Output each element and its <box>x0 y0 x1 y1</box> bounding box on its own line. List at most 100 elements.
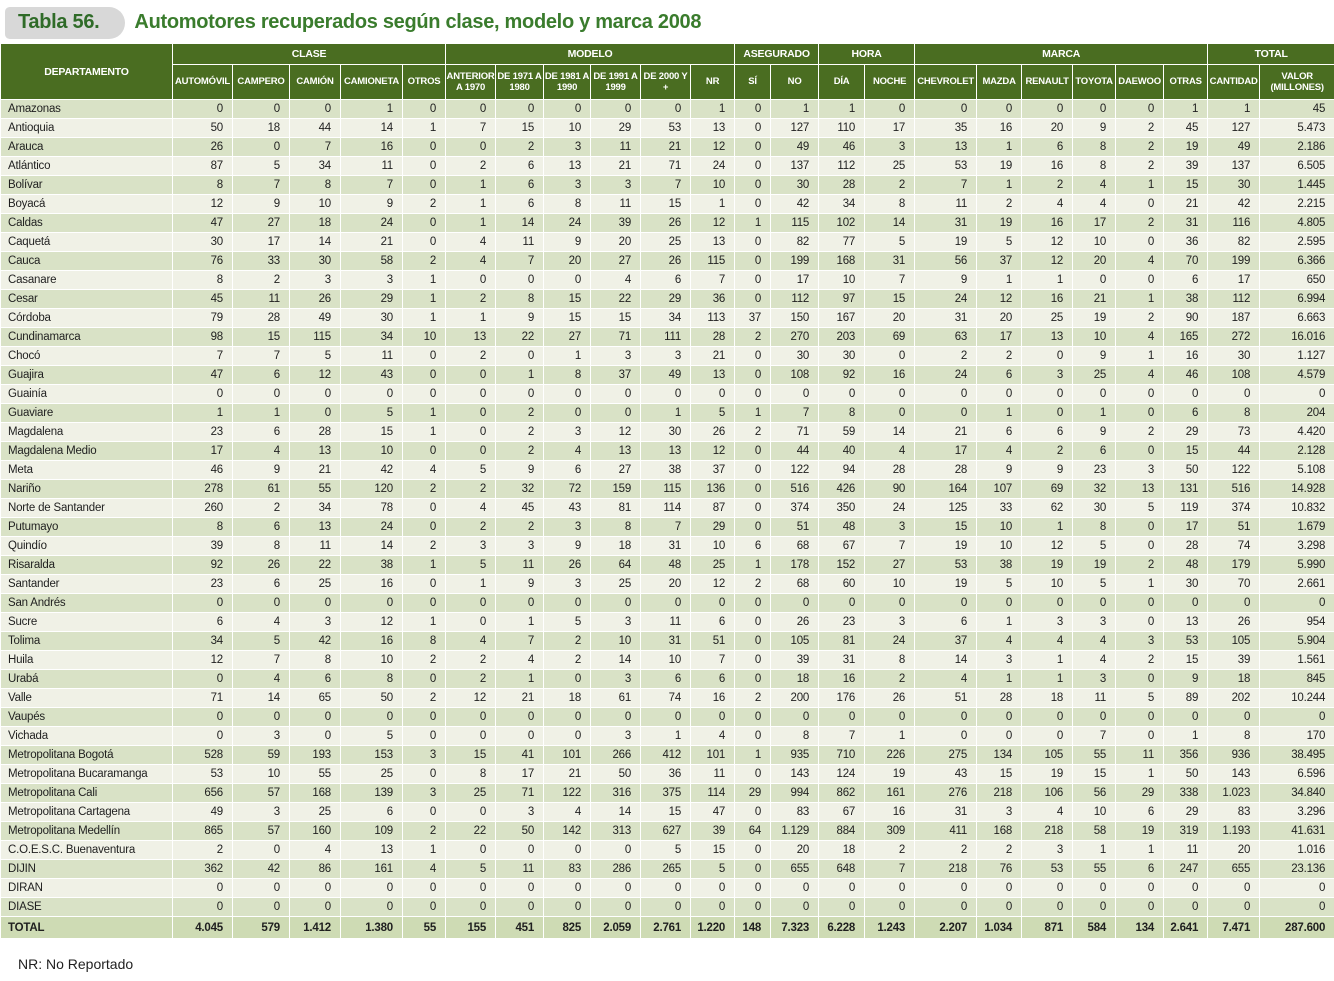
value-cell: 45 <box>1259 99 1334 119</box>
value-cell: 148 <box>734 916 772 939</box>
value-cell: 4 <box>495 650 545 670</box>
value-cell: 20 <box>770 840 820 860</box>
value-cell: 16 <box>818 669 866 689</box>
column-group-hora: HORA <box>818 43 916 65</box>
value-cell: 3 <box>864 517 916 537</box>
value-cell: 34 <box>289 498 341 518</box>
value-cell: 4 <box>1021 631 1074 651</box>
value-cell: 2 <box>401 251 447 271</box>
value-cell: 29 <box>340 289 403 309</box>
value-cell: 109 <box>340 821 403 841</box>
value-cell: 42 <box>232 859 290 879</box>
value-cell: 0 <box>1115 669 1165 689</box>
value-cell: 12 <box>172 650 233 670</box>
value-cell: 127 <box>770 118 820 138</box>
value-cell: 2.186 <box>1259 137 1334 157</box>
value-cell: 68 <box>770 574 820 594</box>
value-cell: 0 <box>640 878 692 898</box>
value-cell: 63 <box>914 327 978 347</box>
value-cell: 0 <box>818 897 866 917</box>
value-cell: 13 <box>1115 479 1165 499</box>
value-cell: 0 <box>734 612 772 632</box>
value-cell: 1.129 <box>770 821 820 841</box>
value-cell: 528 <box>172 745 233 765</box>
value-cell: 11 <box>340 156 403 176</box>
departamento-cell: Guajira <box>0 365 173 385</box>
table-row: Cundinamarca 98 15 115 34 10 13 22 27 71 111 28 2 270… <box>0 327 1334 347</box>
value-cell: 0 <box>1021 707 1074 727</box>
value-cell: 0 <box>1115 194 1165 214</box>
value-cell: 42 <box>1207 194 1261 214</box>
value-cell: 49 <box>770 137 820 157</box>
value-cell: 53 <box>1163 631 1209 651</box>
value-cell: 3 <box>1021 612 1074 632</box>
value-cell: 11 <box>495 859 545 879</box>
value-cell: 29 <box>1115 783 1165 803</box>
departamento-cell: DIRAN <box>0 878 173 898</box>
departamento-cell: Tolima <box>0 631 173 651</box>
value-cell: 5 <box>340 726 403 746</box>
value-cell: 0 <box>232 99 290 119</box>
value-cell: 0 <box>864 99 916 119</box>
value-cell: 14 <box>340 118 403 138</box>
value-cell: 2 <box>172 840 233 860</box>
value-cell: 1.380 <box>340 916 403 939</box>
value-cell: 43 <box>914 764 978 784</box>
value-cell: 11 <box>232 289 290 309</box>
value-cell: 122 <box>543 783 592 803</box>
departamento-cell: Meta <box>0 460 173 480</box>
value-cell: 0 <box>864 403 916 423</box>
value-cell: 1.561 <box>1259 650 1334 670</box>
value-cell: 25 <box>640 232 692 252</box>
value-cell: 4 <box>1115 251 1165 271</box>
departamento-cell: Metropolitana Cartagena <box>0 802 173 822</box>
value-cell: 16 <box>1021 213 1074 233</box>
value-cell: 6.994 <box>1259 289 1334 309</box>
value-cell: 4 <box>232 441 290 461</box>
value-cell: 4 <box>401 460 447 480</box>
value-cell: 2 <box>495 403 545 423</box>
value-cell: 1 <box>1072 403 1117 423</box>
value-cell: 2 <box>445 517 497 537</box>
value-cell: 70 <box>1207 574 1261 594</box>
value-cell: 8 <box>818 403 866 423</box>
column-header-chevrolet: CHEVROLET <box>914 64 978 100</box>
value-cell: 8 <box>172 175 233 195</box>
value-cell: 0 <box>289 878 341 898</box>
value-cell: 98 <box>172 327 233 347</box>
value-cell: 30 <box>770 346 820 366</box>
value-cell: 56 <box>1072 783 1117 803</box>
value-cell: 15 <box>640 194 692 214</box>
value-cell: 9 <box>1072 422 1117 442</box>
value-cell: 5 <box>340 403 403 423</box>
value-cell: 0 <box>401 764 447 784</box>
value-cell: 24 <box>914 365 978 385</box>
value-cell: 218 <box>914 859 978 879</box>
value-cell: 14 <box>340 536 403 556</box>
value-cell: 21 <box>1072 289 1117 309</box>
value-cell: 2.128 <box>1259 441 1334 461</box>
value-cell: 1 <box>543 346 592 366</box>
departamento-cell: Magdalena <box>0 422 173 442</box>
value-cell: 0 <box>640 99 692 119</box>
value-cell: 18 <box>818 840 866 860</box>
value-cell: 1 <box>640 403 692 423</box>
value-cell: 6.366 <box>1259 251 1334 271</box>
value-cell: 28 <box>232 308 290 328</box>
value-cell: 8 <box>1072 517 1117 537</box>
value-cell: 6 <box>495 156 545 176</box>
value-cell: 3 <box>445 536 497 556</box>
value-cell: 142 <box>543 821 592 841</box>
value-cell: 2.761 <box>640 916 692 939</box>
value-cell: 11 <box>1163 840 1209 860</box>
value-cell: 48 <box>818 517 866 537</box>
value-cell: 35 <box>914 118 978 138</box>
table-row: Meta 46 9 21 42 4 5 9 6 27 38 37 0 122 94 28 28 9 9 23 3 50 12… <box>0 460 1334 480</box>
value-cell: 49 <box>1207 137 1261 157</box>
value-cell: 374 <box>1207 498 1261 518</box>
value-cell: 26 <box>1207 612 1261 632</box>
value-cell: 3 <box>976 802 1023 822</box>
value-cell: 125 <box>914 498 978 518</box>
value-cell: 5 <box>445 460 497 480</box>
table-row: Magdalena Medio 17 4 13 10 0 0 2 4 13 13 12 0 44 40 4 17… <box>0 441 1334 461</box>
